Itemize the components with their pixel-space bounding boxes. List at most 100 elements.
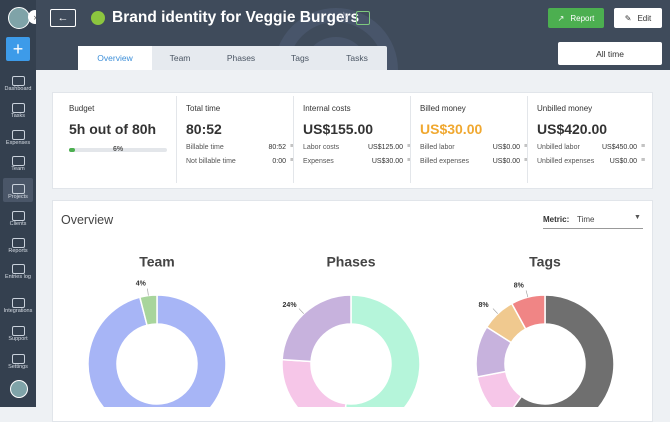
tab[interactable]: Phases — [226, 53, 256, 63]
avatar[interactable] — [8, 7, 30, 29]
stat-label: Total time — [186, 104, 221, 113]
slice — [344, 294, 421, 407]
watermark — [274, 8, 398, 70]
row-icon[interactable]: ≡ — [290, 143, 294, 150]
row-label: Unbilled expenses — [537, 158, 595, 165]
report-label: Report — [570, 13, 595, 23]
stat-label: Internal costs — [303, 104, 351, 113]
nav-label[interactable]: Team — [11, 166, 25, 172]
stat-value: US$420.00 — [537, 121, 608, 137]
row-label: Expenses — [303, 158, 334, 165]
nav-label[interactable]: Settings — [8, 364, 28, 370]
edit-button[interactable]: ✎ Edit — [614, 8, 662, 28]
nav-icon[interactable] — [12, 238, 25, 248]
period-button[interactable]: All time — [558, 42, 662, 65]
nav-icon[interactable] — [12, 184, 25, 194]
row-icon[interactable]: ≡ — [407, 143, 411, 150]
row-value: US$0.00 — [492, 144, 520, 151]
nav-label[interactable]: Clients — [9, 221, 27, 227]
tab[interactable]: Team — [169, 53, 191, 63]
progress-bar — [69, 148, 75, 152]
tab[interactable]: Tags — [291, 53, 309, 63]
active-item — [3, 178, 33, 202]
nav-label[interactable]: Dashboard — [4, 86, 32, 92]
divider — [410, 96, 411, 183]
divider — [527, 96, 528, 183]
row-value: US$30.00 — [371, 158, 403, 165]
chart-title: Phases — [326, 254, 375, 270]
nav-icon[interactable] — [12, 354, 25, 364]
nav-icon[interactable] — [12, 326, 25, 336]
progress-track — [69, 148, 167, 152]
nav-label[interactable]: Reports — [8, 248, 28, 254]
leader-line — [492, 308, 498, 314]
row-value: US$0.00 — [492, 158, 520, 165]
row-icon[interactable]: ≡ — [524, 143, 528, 150]
project-title: Brand identity for Veggie Burgers — [112, 9, 360, 26]
chart-title: Tags — [529, 254, 561, 270]
dropdown-arrow[interactable]: ▼ — [634, 214, 641, 221]
avatar[interactable] — [10, 380, 28, 398]
nav-icon[interactable] — [12, 211, 25, 221]
sidebar: + — [0, 0, 36, 407]
slice-label: 8% — [478, 302, 489, 309]
nav-label[interactable]: Expenses — [5, 140, 31, 146]
nav-label[interactable]: Projects — [8, 194, 28, 200]
row-label: Labor costs — [303, 144, 340, 151]
slice-label: 8% — [514, 282, 525, 289]
stat-label: Unbilled money — [537, 104, 593, 113]
nav-icon[interactable] — [12, 103, 25, 113]
tab[interactable]: Tasks — [346, 53, 368, 63]
edit-label: Edit — [637, 13, 652, 23]
slice-label: 4% — [136, 280, 147, 287]
row-label: Billed expenses — [420, 158, 470, 165]
nav-icon[interactable] — [12, 264, 25, 274]
slice — [512, 294, 615, 407]
divider — [293, 96, 294, 183]
tab[interactable]: Overview — [97, 53, 133, 63]
billable-icon — [356, 11, 370, 25]
divider — [176, 96, 177, 183]
progress-label: 6% — [113, 146, 124, 153]
row-icon[interactable]: ≡ — [641, 157, 646, 164]
stat-value: 5h out of 80h — [69, 121, 157, 137]
slice — [281, 358, 347, 407]
row-icon[interactable]: ≡ — [641, 143, 646, 150]
row-value: 80:52 — [268, 144, 286, 151]
stat-value: US$155.00 — [303, 121, 374, 137]
nav-label[interactable]: Integrations — [3, 308, 33, 314]
slice-label: 24% — [283, 302, 298, 309]
slice — [87, 294, 227, 407]
metric-label: Metric: — [543, 215, 570, 224]
add-button[interactable]: + — [6, 37, 30, 61]
row-icon[interactable]: ≡ — [407, 157, 411, 164]
charts: Team 4% Phases 24% Tags 8% 8% — [87, 254, 615, 407]
nav-icon[interactable] — [12, 298, 25, 308]
nav-label[interactable]: Support — [8, 336, 28, 342]
status-dot — [91, 11, 105, 25]
row-value: 0:00 — [272, 158, 286, 165]
row-icon[interactable]: ≡ — [290, 157, 294, 164]
back-button[interactable]: ← — [50, 9, 76, 27]
slice — [281, 294, 352, 363]
stat-label: Budget — [69, 104, 95, 113]
row-value: US$125.00 — [367, 144, 403, 151]
active-tab — [78, 46, 152, 70]
stat-value: 80:52 — [186, 121, 222, 137]
row-label: Unbilled labor — [537, 144, 580, 151]
nav-icon[interactable] — [12, 156, 25, 166]
row-icon[interactable]: ≡ — [524, 157, 528, 164]
row-label: Not billable time — [186, 158, 236, 165]
nav-label[interactable]: Tasks — [10, 113, 26, 119]
star[interactable]: ☆ — [338, 9, 350, 24]
metric-value[interactable]: Time — [577, 215, 595, 224]
nav-label[interactable]: Entries log — [5, 274, 31, 280]
chart-title: Team — [139, 254, 175, 270]
stat-label: Billed money — [420, 104, 466, 113]
leader-line — [147, 288, 149, 296]
nav-icon[interactable] — [12, 130, 25, 140]
report-button[interactable]: ↗ Report — [548, 8, 604, 28]
nav-icon[interactable] — [12, 76, 25, 86]
leader-line — [298, 308, 304, 314]
